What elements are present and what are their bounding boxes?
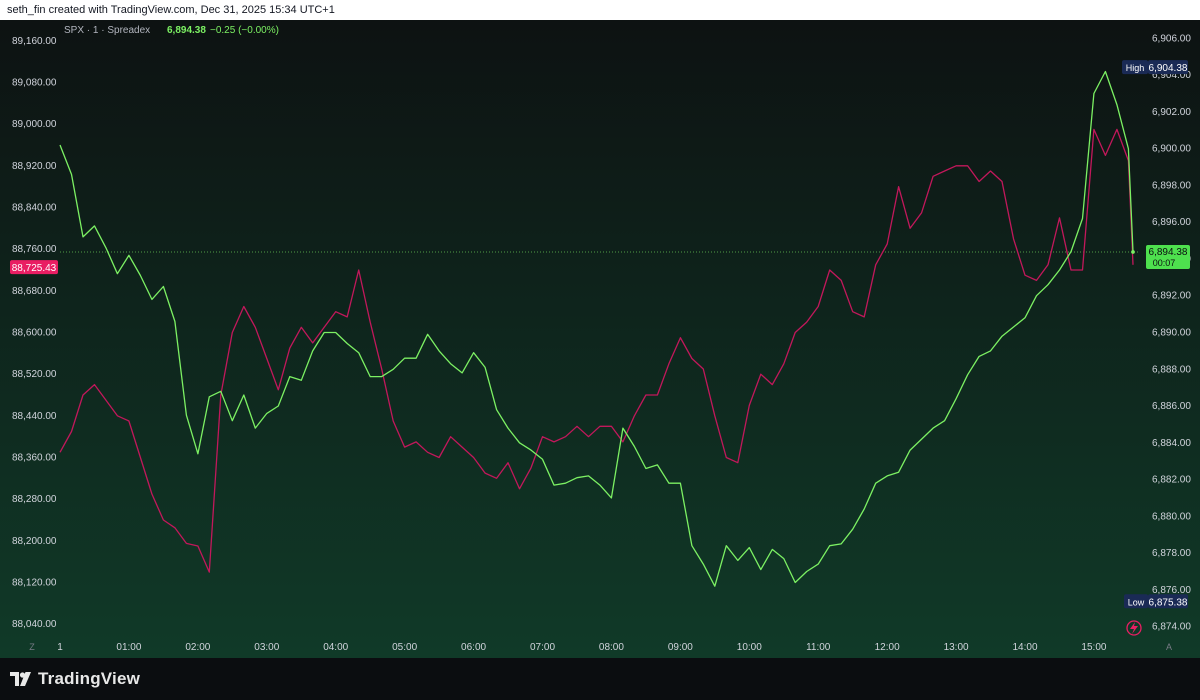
bolt-icon-ring xyxy=(1126,620,1142,636)
left-axis-tick: 88,440.00 xyxy=(12,411,57,422)
tradingview-logo-icon xyxy=(10,672,31,686)
pink-series-line xyxy=(59,128,1134,573)
right-axis-tick: 6,874.00 xyxy=(1152,622,1191,633)
high-value: 6,904.38 xyxy=(1149,63,1188,74)
right-axis-tick: 6,900.00 xyxy=(1152,144,1191,155)
high-label-badge xyxy=(1122,60,1148,75)
right-axis-tick: 6,896.00 xyxy=(1152,217,1191,228)
low-label-badge xyxy=(1124,594,1148,609)
last-price-value: 6,894.38 xyxy=(1149,247,1188,258)
x-axis-tick: 14:00 xyxy=(1012,642,1037,653)
last-price-badge xyxy=(1146,244,1190,269)
right-axis-tick: 6,878.00 xyxy=(1152,548,1191,559)
left-axis-tick: 88,840.00 xyxy=(12,203,57,214)
legend-price: 6,894.38 xyxy=(167,25,206,36)
price-chart[interactable]: 89,160.00 89,080.00 89,000.00 88,920.00 88,8… xyxy=(0,20,1200,658)
right-axis-tick: 6,876.00 xyxy=(1152,585,1191,596)
legend-symbol: SPX · 1 · Spreadex xyxy=(64,25,150,36)
high-label: High xyxy=(1126,63,1145,73)
brand-name: TradingView xyxy=(38,669,141,688)
right-axis-tick: 6,882.00 xyxy=(1152,475,1191,486)
left-axis-tick: 89,160.00 xyxy=(12,36,57,47)
left-marker-badge xyxy=(10,260,58,275)
x-axis-tick: 12:00 xyxy=(875,642,900,653)
right-axis-tick: 6,902.00 xyxy=(1152,107,1191,118)
left-axis-tick: 88,040.00 xyxy=(12,619,57,630)
footer-bar: TradingView xyxy=(0,658,1200,700)
right-axis-tick: 6,880.00 xyxy=(1152,511,1191,522)
right-axis-tick: 6,906.00 xyxy=(1152,33,1191,44)
left-axis-tick: 88,120.00 xyxy=(12,578,57,589)
x-axis-tick: 02:00 xyxy=(185,642,210,653)
low-value-badge xyxy=(1148,594,1188,609)
attribution-bar: seth_fin created with TradingView.com, D… xyxy=(0,0,1200,20)
left-axis-tick: 88,920.00 xyxy=(12,161,57,172)
left-axis-tick: 88,280.00 xyxy=(12,494,57,505)
bolt-icon[interactable] xyxy=(1126,620,1142,636)
left-axis-tick: 88,200.00 xyxy=(12,536,57,547)
x-axis-tick: 03:00 xyxy=(254,642,279,653)
x-axis-tick: 05:00 xyxy=(392,642,417,653)
auto-scale-a-icon[interactable]: A xyxy=(1166,642,1172,652)
left-axis-tick: 88,600.00 xyxy=(12,328,57,339)
countdown-timer: 00:07 xyxy=(1153,258,1176,268)
left-axis-tick: 88,760.00 xyxy=(12,244,57,255)
tradingview-logo[interactable]: TradingView xyxy=(10,668,140,690)
attribution-text: seth_fin created with TradingView.com, D… xyxy=(7,4,335,16)
x-axis-tick: 09:00 xyxy=(668,642,693,653)
low-value: 6,875.38 xyxy=(1149,597,1188,608)
right-axis-tick: 6,884.00 xyxy=(1152,438,1191,449)
left-marker-value: 88,725.43 xyxy=(12,263,57,274)
x-axis-tick: 10:00 xyxy=(737,642,762,653)
chart-background xyxy=(0,20,1200,658)
chart-legend: SPX · 1 · Spreadex 6,894.38 −0.25 (−0.00%) xyxy=(64,25,279,36)
x-axis-tick: 15:00 xyxy=(1081,642,1106,653)
bolt-icon-glyph xyxy=(1130,622,1138,634)
green-series-line xyxy=(59,70,1134,587)
right-axis-tick: 6,886.00 xyxy=(1152,401,1191,412)
timezone-z-icon[interactable]: Z xyxy=(29,642,35,652)
x-axis-tick: 04:00 xyxy=(323,642,348,653)
legend-change: −0.25 (−0.00%) xyxy=(210,25,279,36)
right-axis-tick: 6,898.00 xyxy=(1152,180,1191,191)
right-axis-tick: 6,888.00 xyxy=(1152,364,1191,375)
left-axis-tick: 89,080.00 xyxy=(12,78,57,89)
right-axis-tick: 6,904.00 xyxy=(1152,70,1191,81)
right-axis-tick: 6,890.00 xyxy=(1152,328,1191,339)
left-axis-tick: 88,520.00 xyxy=(12,369,57,380)
x-axis-tick: 1 xyxy=(57,642,63,653)
left-axis-tick: 88,360.00 xyxy=(12,453,57,464)
x-axis-tick: 06:00 xyxy=(461,642,486,653)
left-axis-tick: 89,000.00 xyxy=(12,119,57,130)
left-axis-tick: 88,680.00 xyxy=(12,286,57,297)
x-axis-tick: 11:00 xyxy=(806,642,831,653)
right-axis-tick: 6,892.00 xyxy=(1152,291,1191,302)
x-axis-tick: 07:00 xyxy=(530,642,555,653)
x-axis-tick: 08:00 xyxy=(599,642,624,653)
x-axis-tick: 01:00 xyxy=(116,642,141,653)
x-axis-tick: 13:00 xyxy=(944,642,969,653)
last-point-dot xyxy=(1131,250,1135,254)
high-value-badge xyxy=(1148,60,1188,75)
low-label: Low xyxy=(1128,597,1145,607)
